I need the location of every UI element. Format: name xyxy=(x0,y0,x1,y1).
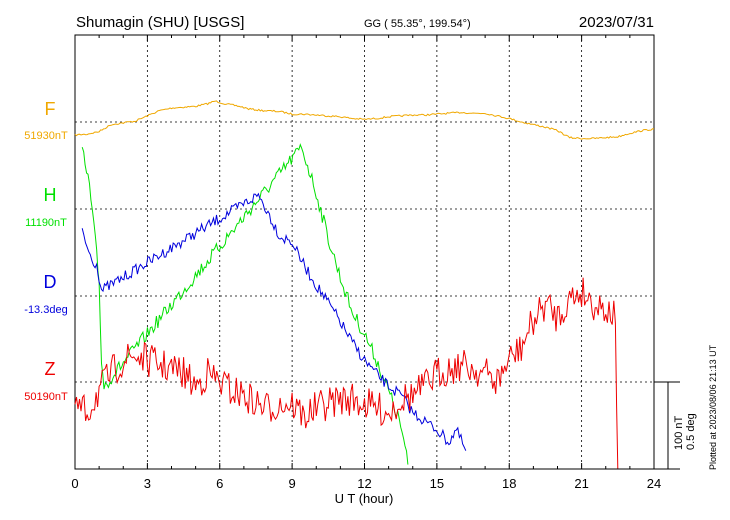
scale-bar: 100 nT 0.5 deg xyxy=(654,381,697,470)
x-axis-label: U T (hour) xyxy=(335,491,394,506)
component-baseline-h: 11190nT xyxy=(25,217,67,229)
x-tick-label: 18 xyxy=(502,476,516,491)
component-baseline-d: -13.3deg xyxy=(24,304,67,316)
series-d-line xyxy=(81,192,467,451)
x-tick-label: 6 xyxy=(216,476,223,491)
station-title: Shumagin (SHU) [USGS] xyxy=(76,14,244,31)
x-tick-label: 3 xyxy=(144,476,151,491)
x-tick-label: 21 xyxy=(574,476,588,491)
component-labels: F 51930nT H 11190nT D -13.3deg Z 50190nT xyxy=(24,99,68,403)
x-tick-label: 24 xyxy=(647,476,661,491)
series-f-line xyxy=(74,100,655,140)
x-tick-label: 0 xyxy=(71,476,78,491)
component-baseline-z: 50190nT xyxy=(24,391,68,403)
date-label: 2023/07/31 xyxy=(579,14,654,31)
component-letter-h: H xyxy=(44,185,57,205)
x-tick-label: 12 xyxy=(357,476,371,491)
x-tick-label: 9 xyxy=(289,476,296,491)
component-letter-f: F xyxy=(45,99,56,119)
component-letter-d: D xyxy=(44,272,57,292)
component-baseline-f: 51930nT xyxy=(24,130,68,142)
x-ticks: 0 3 6 9 12 15 18 21 24 xyxy=(71,35,661,491)
plotted-at-label: Plotted at 2023/08/06 21:13 UT xyxy=(708,344,718,470)
scale-deg-label: 0.5 deg xyxy=(685,413,697,450)
x-tick-label: 15 xyxy=(430,476,444,491)
series-h-line xyxy=(81,143,409,465)
coords-label: GG ( 55.35°, 199.54°) xyxy=(364,18,471,30)
component-letter-z: Z xyxy=(45,359,56,379)
scale-nt-label: 100 nT xyxy=(673,415,685,450)
series-layer xyxy=(74,100,655,469)
series-z-line xyxy=(74,277,619,469)
